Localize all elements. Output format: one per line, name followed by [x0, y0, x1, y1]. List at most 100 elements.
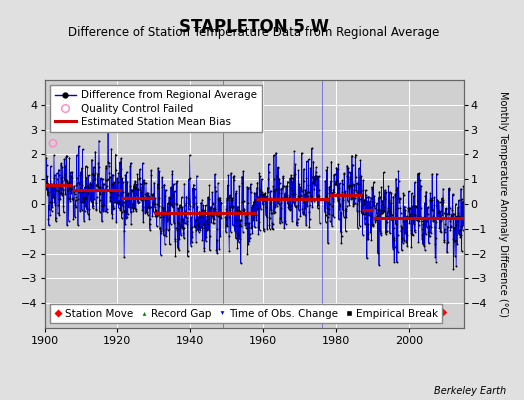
- Point: [350, 186, 358, 193]
- Point: [63, 180, 72, 186]
- Point: [145, 203, 153, 209]
- Point: [282, 193, 290, 200]
- Point: [144, 194, 152, 201]
- Point: [260, 191, 269, 198]
- Point: [239, 229, 247, 235]
- Point: [360, 196, 368, 203]
- Point: [203, 220, 212, 227]
- Point: [269, 221, 277, 228]
- Point: [192, 173, 201, 179]
- Point: [105, 163, 113, 170]
- Point: [242, 220, 250, 227]
- Point: [377, 210, 386, 217]
- Point: [62, 153, 70, 160]
- Point: [375, 194, 383, 201]
- Point: [147, 191, 155, 198]
- Point: [399, 192, 408, 198]
- Point: [89, 177, 97, 183]
- Point: [280, 194, 288, 200]
- Point: [453, 213, 461, 219]
- Point: [93, 181, 102, 188]
- Point: [249, 198, 258, 205]
- Point: [145, 193, 154, 200]
- Point: [89, 180, 97, 186]
- Point: [247, 189, 255, 196]
- Point: [181, 220, 189, 226]
- Point: [73, 180, 82, 186]
- Point: [117, 215, 126, 221]
- Point: [264, 176, 272, 183]
- Point: [418, 232, 427, 238]
- Point: [325, 184, 333, 190]
- Point: [431, 254, 440, 260]
- Point: [189, 185, 197, 192]
- Point: [213, 226, 222, 232]
- Point: [314, 192, 322, 198]
- Point: [421, 216, 429, 222]
- Point: [150, 201, 159, 207]
- Point: [454, 231, 463, 237]
- Point: [261, 204, 270, 210]
- Point: [142, 180, 150, 187]
- Point: [188, 234, 196, 240]
- Point: [118, 208, 126, 215]
- Point: [66, 155, 74, 161]
- Point: [392, 187, 400, 193]
- Point: [174, 247, 183, 253]
- Point: [351, 200, 359, 206]
- Point: [434, 210, 443, 216]
- Point: [150, 204, 159, 210]
- Point: [162, 232, 170, 239]
- Point: [279, 175, 288, 182]
- Point: [359, 177, 367, 183]
- Point: [165, 194, 173, 201]
- Point: [127, 160, 135, 166]
- Point: [369, 222, 377, 229]
- Point: [192, 200, 201, 206]
- Point: [140, 191, 149, 198]
- Point: [125, 204, 133, 211]
- Point: [343, 173, 352, 180]
- Point: [345, 185, 353, 192]
- Point: [148, 200, 157, 206]
- Point: [287, 202, 295, 208]
- Point: [97, 202, 106, 208]
- Point: [385, 215, 393, 221]
- Point: [95, 197, 104, 203]
- Point: [69, 195, 77, 202]
- Point: [64, 187, 72, 193]
- Point: [176, 202, 184, 208]
- Point: [392, 176, 400, 182]
- Point: [119, 208, 128, 214]
- Point: [187, 214, 195, 220]
- Point: [278, 195, 286, 201]
- Point: [177, 232, 185, 238]
- Point: [329, 187, 337, 193]
- Point: [227, 204, 236, 211]
- Point: [281, 218, 290, 224]
- Point: [271, 196, 280, 202]
- Point: [241, 222, 249, 228]
- Point: [110, 205, 118, 212]
- Point: [115, 202, 124, 208]
- Point: [403, 243, 411, 249]
- Point: [172, 201, 181, 207]
- Point: [96, 184, 104, 190]
- Point: [71, 214, 79, 220]
- Point: [65, 179, 73, 185]
- Point: [117, 166, 126, 172]
- Point: [247, 225, 256, 231]
- Point: [60, 156, 69, 162]
- Point: [370, 203, 378, 209]
- Point: [119, 179, 127, 186]
- Point: [68, 185, 76, 192]
- Point: [116, 206, 125, 213]
- Point: [356, 174, 364, 180]
- Point: [46, 182, 54, 189]
- Point: [253, 205, 261, 212]
- Point: [211, 206, 219, 212]
- Point: [449, 192, 457, 198]
- Point: [434, 215, 442, 221]
- Point: [214, 196, 223, 203]
- Point: [221, 214, 230, 220]
